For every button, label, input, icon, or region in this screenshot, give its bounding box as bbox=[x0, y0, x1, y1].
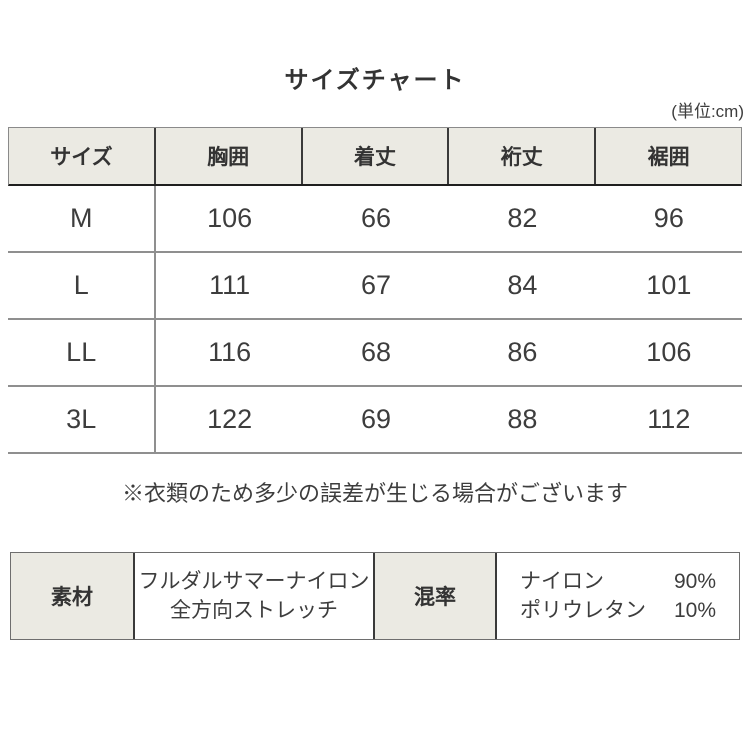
chest-value: 111 bbox=[209, 270, 251, 300]
sleeve-value: 84 bbox=[507, 270, 538, 300]
blend-material-pct: 10% bbox=[673, 599, 716, 622]
material-line-1: フルダルサマーナイロン bbox=[138, 570, 370, 593]
blend-label: 混率 bbox=[373, 553, 495, 639]
size-label: 3L bbox=[8, 387, 157, 452]
column-header-hem: 裾囲 bbox=[594, 128, 741, 184]
hem-value: 106 bbox=[646, 337, 692, 367]
column-header-sleeve: 裄丈 bbox=[447, 128, 594, 184]
size-table-header-row: サイズ 胸囲 着丈 裄丈 裾囲 bbox=[8, 127, 742, 186]
blend-row: ポリウレタン 10% bbox=[520, 596, 716, 625]
table-row: L 111 67 84 101 bbox=[8, 253, 742, 320]
material-line-2: 全方向ストレッチ bbox=[170, 599, 338, 622]
column-header-size: サイズ bbox=[50, 146, 113, 169]
blend-value: ナイロン 90% ポリウレタン 10% bbox=[495, 553, 739, 639]
size-label: L bbox=[8, 253, 157, 318]
material-value: フルダルサマーナイロン 全方向ストレッチ bbox=[133, 553, 373, 639]
table-row: M 106 66 82 96 bbox=[8, 186, 742, 253]
length-value: 68 bbox=[360, 337, 392, 367]
size-label: M bbox=[8, 186, 157, 251]
sleeve-value: 86 bbox=[507, 337, 538, 367]
size-label: LL bbox=[8, 320, 157, 385]
hem-value: 112 bbox=[647, 404, 691, 434]
blend-material-pct: 90% bbox=[673, 570, 716, 593]
hem-value: 101 bbox=[646, 270, 692, 300]
size-table: サイズ 胸囲 着丈 裄丈 裾囲 M 106 66 82 96 L 111 67 … bbox=[8, 127, 742, 454]
blend-row: ナイロン 90% bbox=[520, 567, 716, 596]
length-value: 67 bbox=[360, 270, 392, 300]
length-value: 69 bbox=[360, 404, 392, 434]
size-disclaimer: ※衣類のため多少の誤差が生じる場合がございます bbox=[121, 481, 628, 506]
column-header-length: 着丈 bbox=[300, 128, 448, 184]
material-spec-table: 素材 フルダルサマーナイロン 全方向ストレッチ 混率 ナイロン 90% ポリウレ… bbox=[10, 552, 740, 640]
material-label: 素材 bbox=[11, 553, 133, 639]
table-row: LL 116 68 86 106 bbox=[8, 320, 742, 387]
column-header-chest: 胸囲 bbox=[153, 128, 301, 184]
blend-material-name: ポリウレタン bbox=[520, 599, 646, 622]
hem-value: 96 bbox=[653, 203, 684, 233]
chest-value: 116 bbox=[208, 337, 252, 367]
page-title: サイズチャート bbox=[284, 67, 466, 94]
sleeve-value: 82 bbox=[507, 203, 538, 233]
chest-value: 106 bbox=[207, 203, 253, 233]
sleeve-value: 88 bbox=[507, 404, 538, 434]
chest-value: 122 bbox=[207, 404, 253, 434]
blend-material-name: ナイロン bbox=[520, 570, 604, 593]
length-value: 66 bbox=[360, 203, 392, 233]
table-row: 3L 122 69 88 112 bbox=[8, 387, 742, 454]
unit-note: (単位:cm) bbox=[671, 102, 744, 121]
